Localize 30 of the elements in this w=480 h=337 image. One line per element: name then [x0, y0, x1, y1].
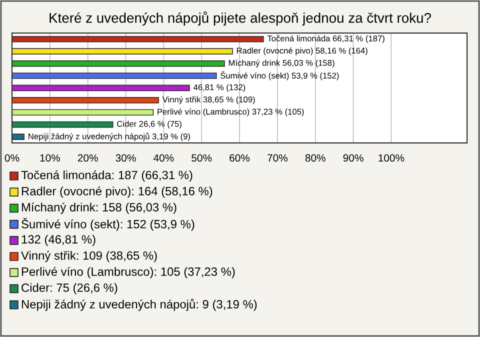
x-tick-label: 0%: [4, 154, 20, 162]
category-label: Točená limonáda 66,31 % (187): [267, 35, 384, 44]
x-tick-label: 80%: [305, 154, 326, 162]
x-tick-label: 60%: [230, 154, 250, 162]
category-label: Cider 26,6 % (75): [117, 120, 182, 128]
x-tick-label: 40%: [153, 154, 174, 162]
text: 132 (46,81 %): [22, 234, 96, 246]
category-label: Nepiji žádný z uvedených nápojů 3,19 % (9): [28, 132, 190, 142]
category-label: Perlivé víno (Lambrusco) 37,23 % (105): [158, 108, 304, 116]
x-tick-label: 10%: [40, 154, 60, 162]
text: Perlivé víno (Lambrusco): 105 (37,23 %): [22, 266, 235, 278]
category-label: Míchaný drink 56,03 % (158): [228, 60, 334, 68]
text: Nepiji žádný z uvedených nápojů: 9 (3,19 %): [22, 298, 257, 311]
category-label: Radler (ovocné pivo) 58,16 % (164): [237, 47, 368, 56]
category-label: Šumivé víno (sekt) 53,9 % (152): [220, 71, 339, 80]
text: Šumivé víno (sekt): 152 (53,9 %): [22, 218, 194, 231]
x-tick-label: 100%: [378, 154, 404, 162]
text: Radler (ovocné pivo): 164 (58,16 %): [22, 186, 212, 198]
text: Míchaný drink: 158 (56,03 %): [22, 202, 176, 214]
x-tick-label: 30%: [116, 154, 136, 162]
x-tick-label: 50%: [192, 154, 212, 162]
x-tick-label: 90%: [343, 154, 364, 162]
data-label: 46,81 % (132): [193, 84, 246, 92]
text: Točená limonáda: 187 (66,31 %): [21, 170, 192, 182]
text: Cider: 75 (26,6 %): [22, 283, 118, 294]
text: Vinný střik: 109 (38,65 %): [21, 250, 157, 262]
x-tick-label: 20%: [78, 154, 98, 162]
chart-title: Které z uvedených nápojů pijete alespoň jednou za čtvrt roku?: [50, 11, 431, 26]
x-tick-label: 70%: [268, 154, 288, 162]
category-label: Vinný střik 38,65 % (109): [162, 96, 255, 104]
